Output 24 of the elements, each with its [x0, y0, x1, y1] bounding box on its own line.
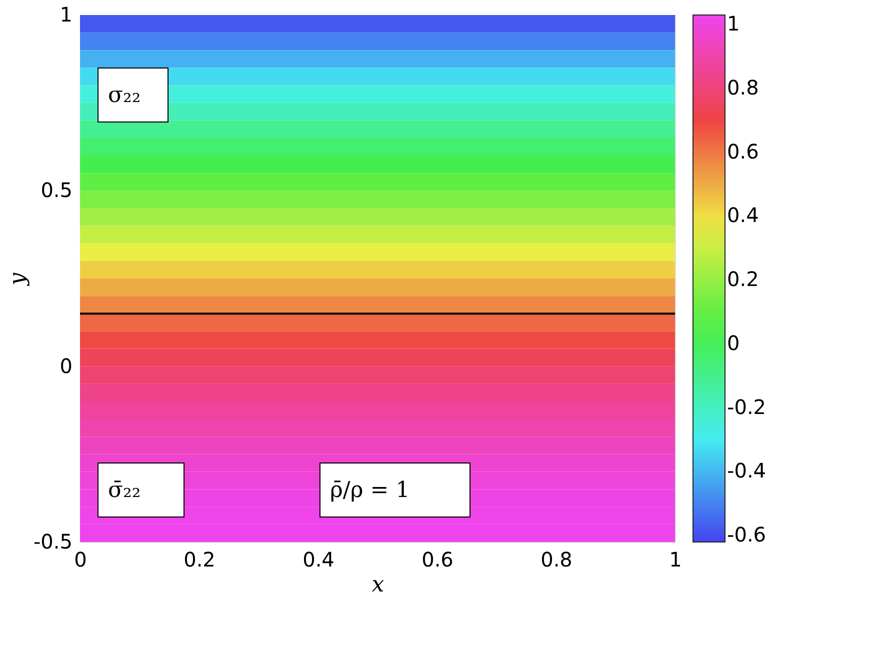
x-tick-label: 0.2: [184, 548, 216, 572]
color-bar-label: 0.4: [727, 203, 759, 228]
color-bar-label: 0.8: [727, 75, 759, 100]
x-axis-title: x: [372, 572, 385, 598]
x-tick-label: 1: [669, 548, 682, 572]
x-tick-label: 0.6: [422, 548, 454, 572]
y-axis-title: y: [5, 272, 30, 286]
y-tick-label: 0.5: [40, 178, 72, 202]
x-tick-label: 0.4: [302, 548, 334, 572]
color-bar-label: -0.4: [727, 458, 766, 483]
x-tick-label: 0: [74, 548, 87, 572]
x-tick-label: 0.8: [540, 548, 572, 572]
y-tick-label: 0: [60, 354, 72, 378]
color-bar-label: -0.6: [727, 522, 766, 547]
color-bar-label: 1: [727, 12, 740, 36]
color-bar-label: 0: [727, 330, 740, 355]
annotation: σ₂₂: [108, 83, 141, 108]
annotation: σ̄₂₂: [108, 478, 141, 503]
annotation: ρ̄/ρ = 1: [330, 478, 410, 503]
color-bar-label: -0.2: [727, 394, 766, 419]
color-bar-label: 0.6: [727, 139, 759, 164]
y-tick-label: 1: [60, 2, 72, 26]
color-bar-label: 0.2: [727, 267, 759, 292]
y-tick-label: -0.5: [33, 530, 72, 554]
